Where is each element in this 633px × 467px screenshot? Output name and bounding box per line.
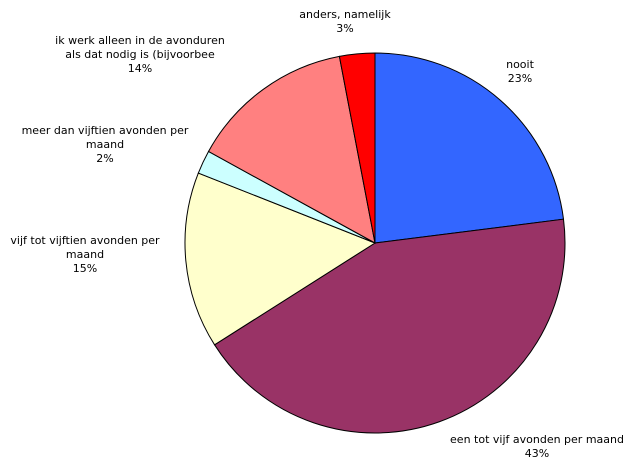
category-label: meer dan vijftien avonden per maand: [21, 124, 189, 151]
value-label: 23%: [507, 72, 533, 85]
pie-slice: [184, 172, 377, 346]
value-label: 43%: [524, 447, 550, 460]
category-label: anders, namelijk: [299, 8, 391, 21]
category-label: een tot vijf avonden per maand: [450, 433, 624, 446]
value-label: 15%: [72, 262, 98, 275]
slice-label: een tot vijf avonden per maand 43%: [437, 433, 633, 461]
pie-slice: [338, 52, 376, 244]
value-label: 2%: [96, 152, 114, 165]
category-label: nooit: [506, 58, 534, 71]
category-label: ik werk alleen in de avonduren als dat n…: [55, 34, 225, 61]
slice-label: ik werk alleen in de avonduren als dat n…: [48, 34, 233, 76]
slice-label: meer dan vijftien avonden per maand 2%: [8, 124, 203, 166]
slice-label: nooit 23%: [490, 58, 550, 86]
value-label: 3%: [336, 22, 354, 35]
category-label: vijf tot vijftien avonden per maand: [10, 234, 160, 261]
pie-slice: [374, 52, 565, 244]
value-label: 14%: [127, 62, 153, 75]
slice-label: vijf tot vijftien avonden per maand 15%: [0, 234, 175, 276]
pie-slice: [213, 218, 566, 434]
pie-slice: [207, 55, 376, 244]
slice-label: anders, namelijk 3%: [285, 8, 405, 36]
